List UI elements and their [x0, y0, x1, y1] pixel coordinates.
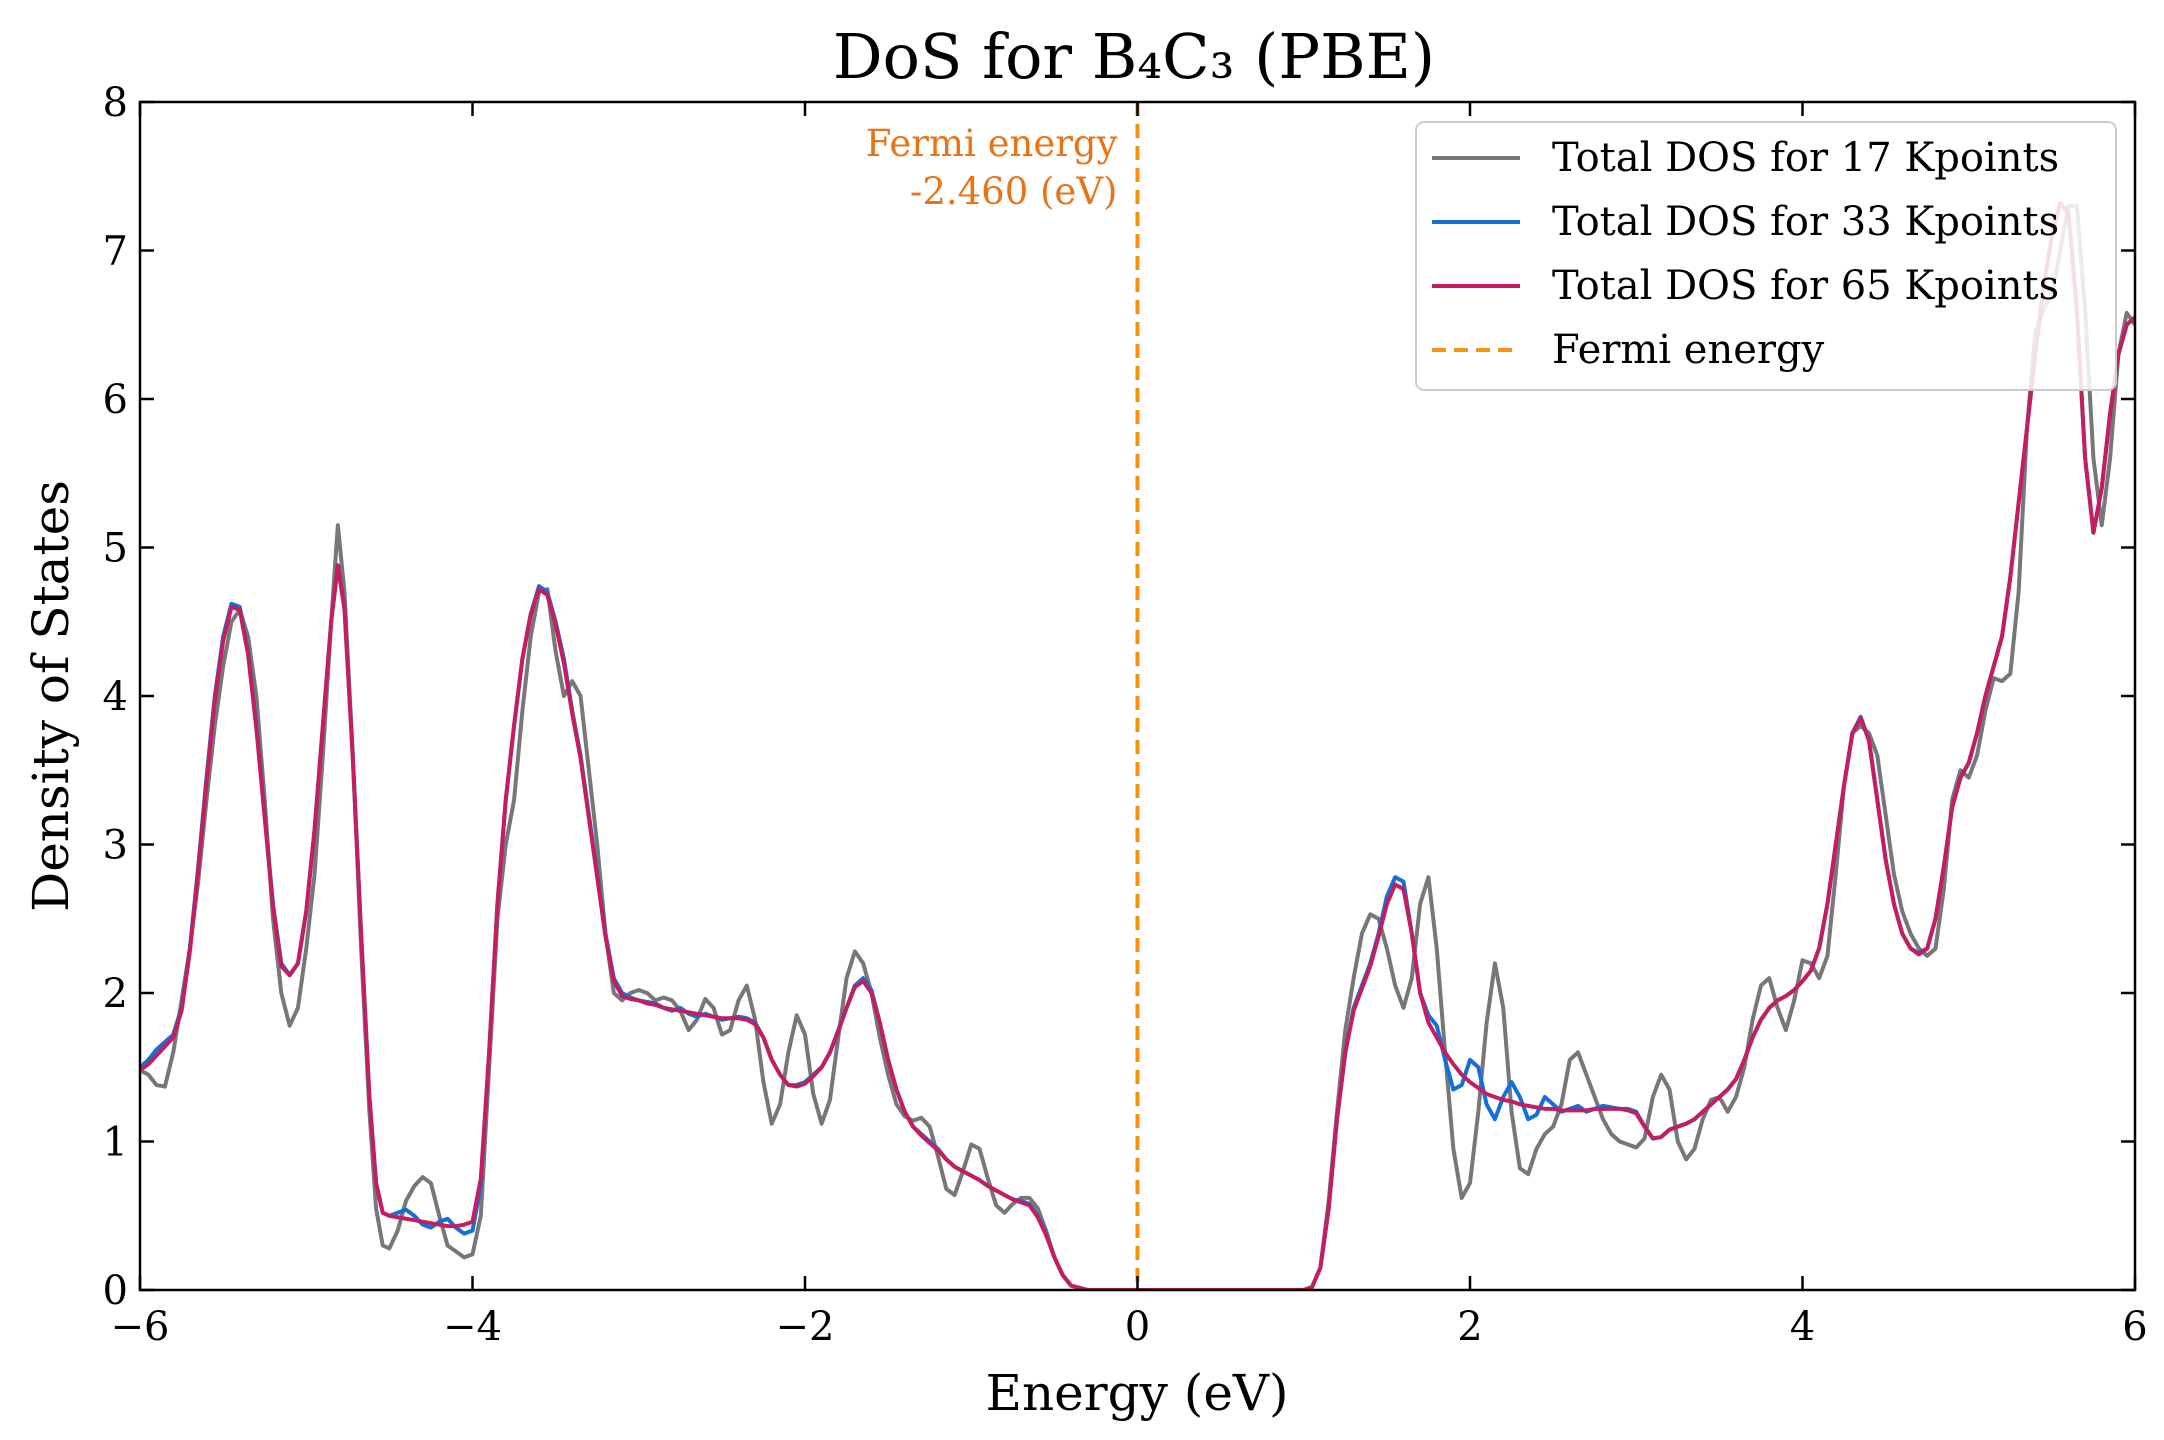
series-line-1	[140, 203, 2135, 1290]
legend-label-2: Total DOS for 33 Kpoints	[1552, 199, 2059, 245]
x-tick-label: 0	[1125, 1304, 1150, 1350]
y-tick-label: 2	[103, 971, 128, 1017]
x-tick-label: −2	[776, 1304, 835, 1350]
fermi-layer: Fermi energy -2.460 (eV)	[866, 102, 1140, 1290]
y-tick-label: 0	[103, 1268, 128, 1314]
y-tick-label: 6	[103, 377, 128, 423]
x-tick-label: 6	[2122, 1304, 2147, 1350]
x-tick-label: −4	[443, 1304, 502, 1350]
y-tick-label: 8	[103, 80, 128, 126]
x-tick-label: −6	[111, 1304, 170, 1350]
series-line-3	[140, 200, 2135, 1290]
legend-items: Total DOS for 17 Kpoints Total DOS for 33…	[1432, 135, 2059, 373]
y-tick-label: 4	[103, 674, 128, 720]
legend: Total DOS for 17 Kpoints Total DOS for 33…	[1415, 121, 2117, 391]
y-tick-label: 5	[103, 526, 128, 572]
y-axis-label: Density of States	[22, 480, 80, 912]
legend-label-1: Total DOS for 17 Kpoints	[1552, 135, 2059, 181]
fermi-energy-annotation-value: -2.460 (eV)	[910, 170, 1118, 213]
y-tick-label: 1	[103, 1120, 128, 1166]
x-tick-label: 2	[1457, 1304, 1482, 1350]
series-layer	[140, 200, 2135, 1290]
legend-frame	[1415, 121, 2117, 391]
legend-label-4: Fermi energy	[1552, 327, 1825, 373]
x-axis-label: Energy (eV)	[985, 1364, 1288, 1422]
fermi-energy-annotation-label: Fermi energy	[866, 122, 1118, 165]
y-tick-label: 7	[103, 229, 128, 275]
ticks-layer: −6 −4 −2 0 2 4 6 0 1 2 3 4 5 6 7 8	[103, 80, 2148, 1350]
legend-label-3: Total DOS for 65 Kpoints	[1552, 263, 2059, 309]
x-tick-label: 4	[1790, 1304, 1815, 1350]
y-tick-label: 3	[103, 823, 128, 869]
chart-title: DoS for B₄C₃ (PBE)	[833, 20, 1435, 93]
